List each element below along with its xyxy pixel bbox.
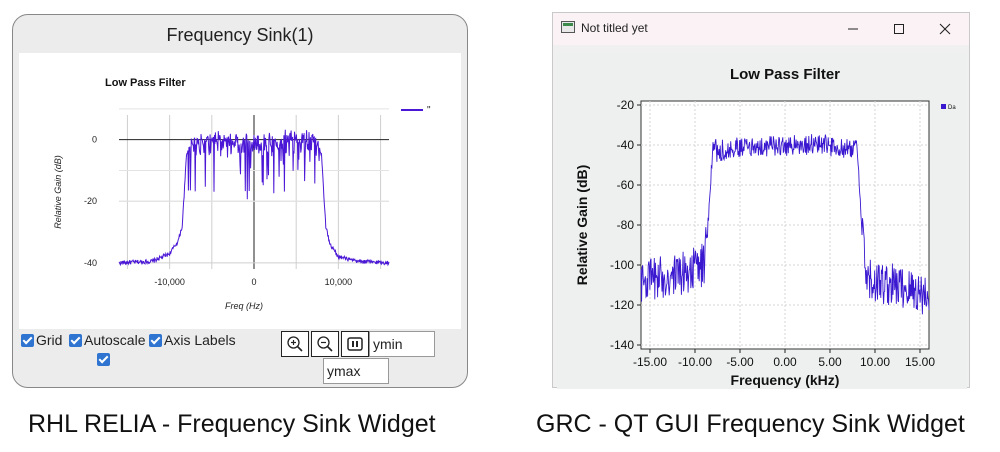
checkbox-checked-icon <box>69 333 82 347</box>
x-tick-label: 0.00 <box>773 355 797 369</box>
y-tick-label: -60 <box>617 178 635 192</box>
autoscale-checkbox[interactable]: Autoscale <box>69 332 145 348</box>
window-titlebar: Not titled yet <box>553 13 969 45</box>
y-axis-label: Relative Gain (dB) <box>574 165 590 286</box>
axis-labels-checkbox[interactable]: Axis Labels <box>149 332 236 348</box>
legend-swatch <box>941 104 946 109</box>
window-title: Not titled yet <box>581 21 648 35</box>
checkbox-checked-icon <box>149 333 162 347</box>
y-tick-label: -40 <box>617 138 635 152</box>
caption-right: GRC - QT GUI Frequency Sink Widget <box>536 410 965 438</box>
zoom-out-icon <box>317 336 333 352</box>
chart-title: Low Pass Filter <box>730 66 840 83</box>
x-tick-label: 15.00 <box>905 355 935 369</box>
y-tick-label: -140 <box>610 338 634 352</box>
ymin-input-value: ymin <box>373 336 403 352</box>
maximize-button[interactable] <box>889 19 909 39</box>
series-line <box>118 129 390 267</box>
x-axis-label: Freq (Hz) <box>225 301 263 311</box>
grid-checkbox-label: Grid <box>36 332 63 348</box>
y-tick-label: -100 <box>610 258 634 272</box>
autoscale-checkbox-label: Autoscale <box>84 332 146 348</box>
y-tick-label: 0 <box>92 135 97 145</box>
x-tick-label: -10.00 <box>678 355 712 369</box>
minimize-button[interactable] <box>843 19 863 39</box>
grc-chart: Low Pass Filter -20 -40 -60 -80 -100 -120 -140 -… <box>574 66 956 388</box>
minimize-icon <box>848 28 858 30</box>
y-tick-label: -20 <box>617 98 635 112</box>
relia-controls: Grid Autoscale Axis Labels <box>19 331 461 387</box>
checkbox-checked-icon <box>97 353 110 366</box>
pause-button[interactable] <box>341 331 369 357</box>
widget-title: Frequency Sink(1) <box>166 25 314 45</box>
legend-label: Da <box>948 105 956 111</box>
relia-frequency-sink-widget: Frequency Sink(1) Low Pass Filter 0 -20 -40… <box>12 14 468 388</box>
x-tick-label: -5.00 <box>726 355 754 369</box>
x-tick-label: 0 <box>251 277 256 287</box>
relia-plot-area: Low Pass Filter 0 -20 -40 -10,000 0 10,000 Freq… <box>19 53 461 329</box>
grc-plot-area: Low Pass Filter -20 -40 -60 -80 -100 -120 -140 -… <box>557 53 967 389</box>
close-button[interactable] <box>935 19 955 39</box>
extra-checkbox[interactable] <box>97 353 112 366</box>
x-tick-label: 10,000 <box>325 277 353 287</box>
zoom-out-button[interactable] <box>311 331 339 357</box>
close-icon <box>939 23 951 35</box>
x-axis-label: Frequency (kHz) <box>731 372 840 388</box>
ymax-input-value: ymax <box>327 363 361 379</box>
zoom-in-button[interactable] <box>281 331 309 357</box>
caption-left: RHL RELIA - Frequency Sink Widget <box>28 410 436 438</box>
grid-checkbox[interactable]: Grid <box>21 332 62 348</box>
pause-icon <box>347 337 363 351</box>
x-tick-label: -15.00 <box>633 355 667 369</box>
relia-chart: Low Pass Filter 0 -20 -40 -10,000 0 10,000 Freq… <box>53 77 431 311</box>
chart-title: Low Pass Filter <box>105 77 186 89</box>
y-tick-label: -40 <box>84 258 97 268</box>
x-tick-label: -10,000 <box>154 277 185 287</box>
series-line <box>640 134 930 315</box>
legend-label: " <box>427 105 431 116</box>
app-icon <box>561 21 575 33</box>
maximize-icon <box>894 24 904 34</box>
y-tick-label: -20 <box>84 196 97 206</box>
y-tick-label: -80 <box>617 218 635 232</box>
checkbox-checked-icon <box>21 333 34 347</box>
x-tick-label: 5.00 <box>818 355 842 369</box>
y-axis-label: Relative Gain (dB) <box>53 155 63 229</box>
zoom-in-icon <box>287 336 303 352</box>
ymax-input[interactable]: ymax <box>323 358 389 384</box>
x-tick-label: 10.00 <box>860 355 890 369</box>
grc-window: Not titled yet Low Pass Filter -20 -40 -60 -… <box>552 12 970 389</box>
axis-labels-checkbox-label: Axis Labels <box>164 332 236 348</box>
y-tick-label: -120 <box>610 298 634 312</box>
ymin-input[interactable]: ymin <box>369 331 435 357</box>
